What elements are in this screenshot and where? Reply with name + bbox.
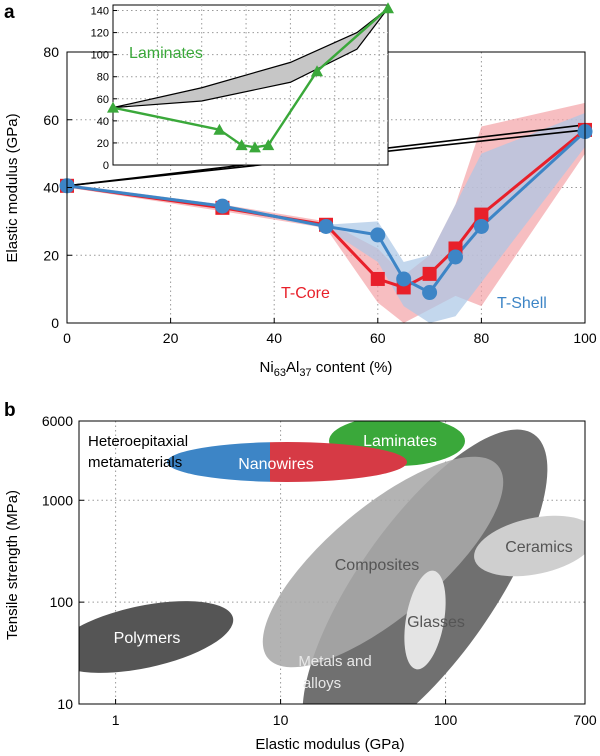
region-polymers bbox=[79, 601, 234, 673]
y-tick-label: 20 bbox=[43, 247, 59, 263]
region-nanowires bbox=[167, 442, 407, 482]
data-point-t-shell bbox=[370, 227, 386, 243]
inset-label-laminates: Laminates bbox=[129, 45, 203, 62]
inset-data-point bbox=[107, 101, 119, 113]
panel-a-yticks: 0 20 40 60 80 bbox=[43, 44, 72, 331]
inset-y-tick-label: 20 bbox=[97, 138, 109, 150]
inset-data-point bbox=[235, 139, 248, 151]
region-glasses bbox=[404, 570, 446, 670]
region-ceramics bbox=[474, 515, 585, 577]
region-label-polymers: Polymers bbox=[114, 630, 181, 647]
data-point-t-shell bbox=[396, 271, 412, 287]
panel-a-bands bbox=[67, 102, 585, 323]
data-point-t-shell bbox=[473, 218, 489, 234]
y-tick-label: 60 bbox=[43, 112, 59, 128]
y-tick-label: 40 bbox=[43, 180, 59, 196]
inset-y-tick-label: 0 bbox=[103, 160, 109, 172]
inset-y-tick-label: 40 bbox=[97, 116, 109, 128]
region-label-ceramics: Ceramics bbox=[505, 539, 573, 556]
panel-b-xticks: 1 10 100 700 bbox=[112, 699, 597, 728]
x-tick-label: 1 bbox=[112, 712, 120, 728]
data-point-t-shell bbox=[448, 249, 463, 265]
panel-a-xlabel: Ni63Al37 content (%) bbox=[260, 359, 393, 379]
inset-y-tick-label: 100 bbox=[91, 50, 109, 62]
inset-yticks: 0 20 40 60 80 100 120 140 bbox=[91, 6, 117, 172]
x-tick-label: 700 bbox=[573, 712, 597, 728]
panel-b-ylabel: Tensile strength (MPa) bbox=[4, 490, 21, 640]
region-label-metals-line2: alloys bbox=[303, 675, 341, 692]
band-t-shell bbox=[67, 112, 585, 323]
annotation-t-core: T-Core bbox=[281, 285, 330, 302]
data-point-t-core bbox=[370, 271, 385, 286]
region-label-laminates: Laminates bbox=[363, 433, 437, 450]
y-tick-label: 100 bbox=[50, 594, 74, 610]
panel-b-xlabel: Elastic modulus (GPa) bbox=[255, 736, 404, 753]
y-tick-label: 6000 bbox=[42, 413, 73, 429]
panel-a-xticks: 0 20 40 60 80 100 bbox=[63, 318, 597, 346]
inset-y-tick-label: 60 bbox=[97, 94, 109, 106]
inset-y-tick-label: 120 bbox=[91, 28, 109, 40]
panel-b-regions bbox=[79, 421, 585, 704]
x-tick-label: 10 bbox=[273, 712, 289, 728]
annotation-t-shell: T-Shell bbox=[497, 295, 547, 312]
region-label-glasses: Glasses bbox=[407, 614, 465, 631]
inset-series bbox=[107, 2, 394, 153]
x-tick-label: 100 bbox=[573, 330, 597, 346]
region-label-metals-line1: Metals and bbox=[298, 653, 371, 670]
inset-y-tick-label: 140 bbox=[91, 6, 109, 18]
x-tick-label: 40 bbox=[266, 330, 282, 346]
panel-a-series bbox=[59, 122, 593, 301]
panel-b-yticks: 10 100 1000 6000 bbox=[42, 413, 84, 712]
panel-b-frame bbox=[78, 420, 586, 705]
data-point-t-shell bbox=[422, 285, 438, 301]
x-tick-label: 20 bbox=[163, 330, 179, 346]
y-tick-label: 80 bbox=[43, 44, 59, 60]
inset-data-point bbox=[311, 65, 324, 77]
panel-a-ylabel: Elastic modulus (GPa) bbox=[4, 113, 21, 262]
x-tick-label: 60 bbox=[370, 330, 386, 346]
data-point-t-shell bbox=[318, 218, 334, 234]
inset-y-tick-label: 80 bbox=[97, 72, 109, 84]
corner-text-line-2: metamaterials bbox=[88, 454, 182, 471]
region-label-metals: Metals and alloys bbox=[298, 653, 371, 692]
y-tick-label: 1000 bbox=[42, 492, 73, 508]
region-label-nanowires: Nanowires bbox=[238, 456, 314, 473]
inset-data-point bbox=[213, 123, 226, 135]
inset-data-point bbox=[248, 141, 261, 153]
y-tick-label: 10 bbox=[57, 696, 73, 712]
panel-label-b: b bbox=[4, 400, 16, 421]
region-label-composites: Composites bbox=[335, 557, 419, 574]
region-composites bbox=[262, 456, 504, 668]
corner-text-line-1: Heteroepitaxial bbox=[88, 433, 188, 450]
inset-data-point bbox=[262, 139, 275, 151]
y-tick-label: 0 bbox=[51, 315, 59, 331]
x-tick-label: 100 bbox=[434, 712, 458, 728]
x-tick-label: 0 bbox=[63, 330, 71, 346]
inset-data-point bbox=[382, 2, 394, 14]
data-point-t-core bbox=[422, 266, 437, 281]
x-tick-label: 80 bbox=[474, 330, 490, 346]
data-point-t-core bbox=[474, 207, 489, 222]
panel-label-a: a bbox=[4, 2, 15, 23]
data-point-t-shell bbox=[214, 198, 230, 214]
